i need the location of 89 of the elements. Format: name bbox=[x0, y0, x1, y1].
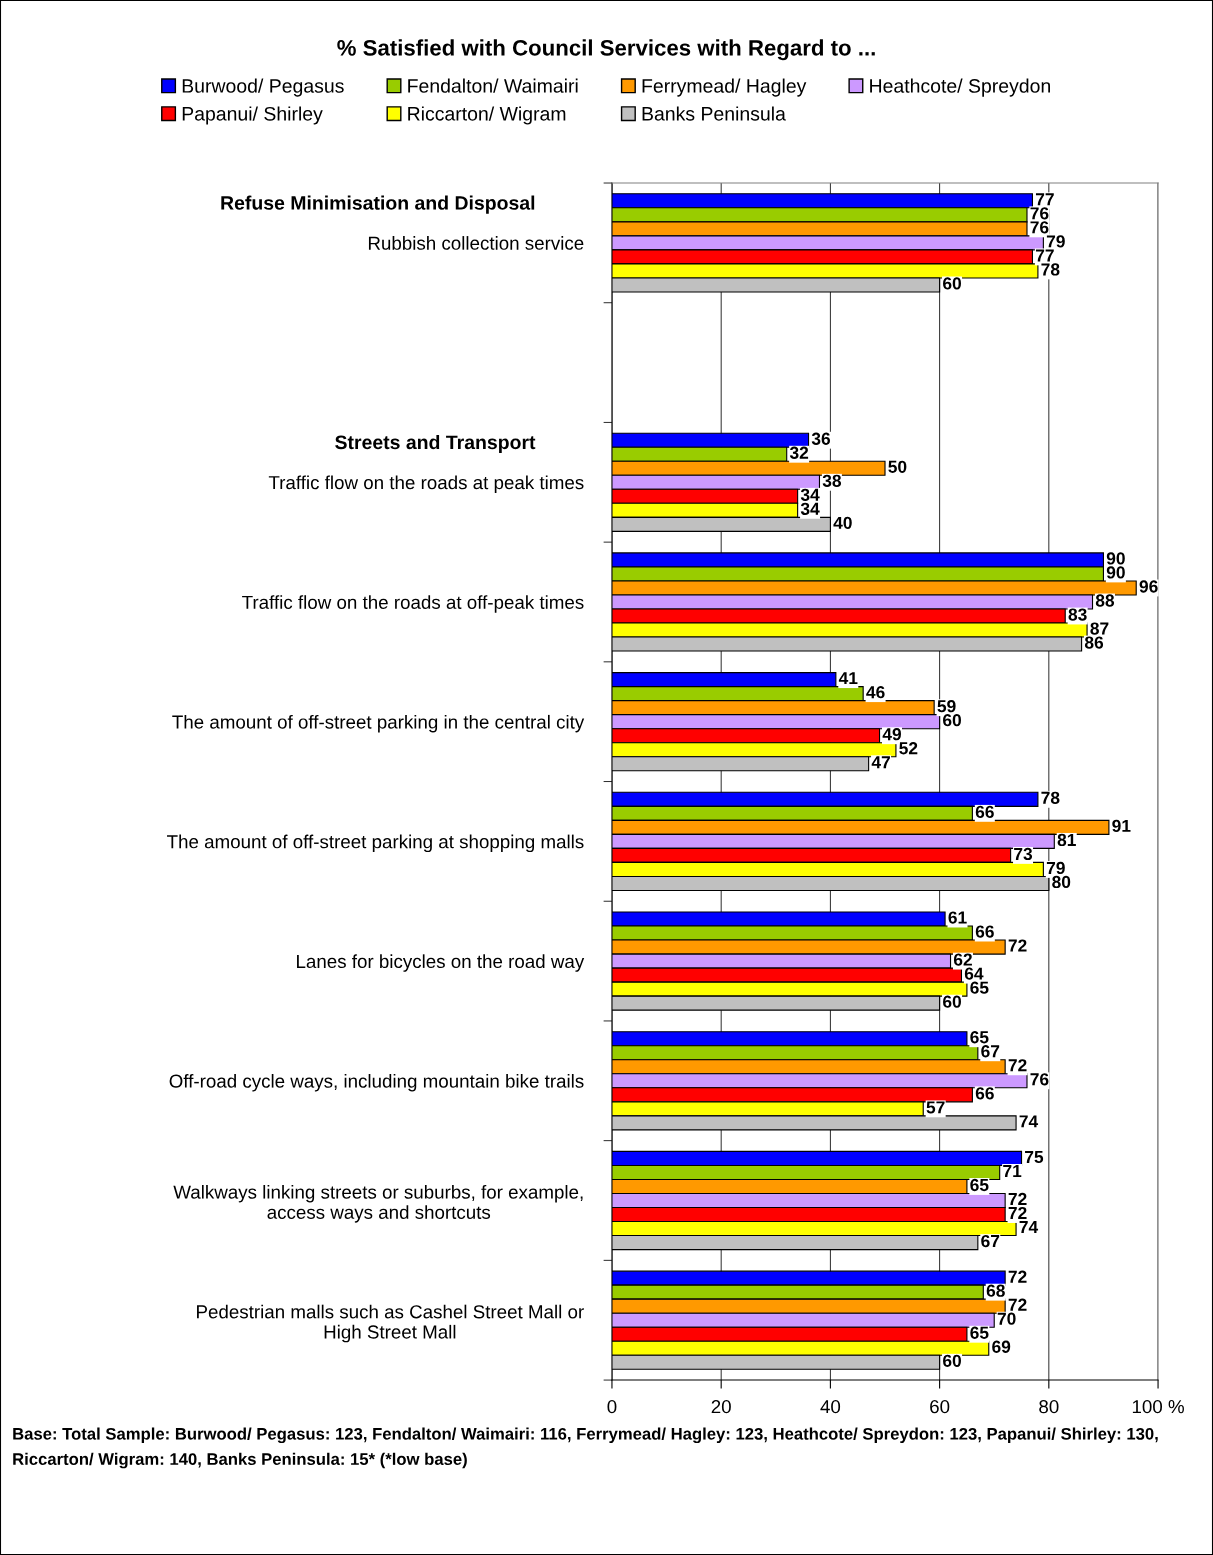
data-label: 76 bbox=[1030, 1073, 1049, 1086]
y-tick-label: The amount of off-street parking at shopping malls bbox=[167, 834, 584, 853]
data-label: 78 bbox=[1041, 263, 1060, 276]
data-label: 87 bbox=[1090, 622, 1109, 635]
data-label: 88 bbox=[1095, 594, 1115, 607]
data-label: 61 bbox=[948, 911, 967, 924]
data-label: 74 bbox=[1019, 1221, 1039, 1234]
data-label: 32 bbox=[789, 446, 809, 459]
chart-title: % Satisfied with Council Services with Regard to ... bbox=[337, 39, 875, 61]
data-label: 96 bbox=[1139, 580, 1158, 593]
x-tick-label: 40 bbox=[820, 1400, 841, 1414]
legend-label: Riccarton/ Wigram bbox=[408, 106, 566, 125]
data-label: 62 bbox=[953, 953, 972, 966]
data-label: 72 bbox=[1008, 1206, 1027, 1220]
data-label: 40 bbox=[833, 516, 852, 530]
data-label: 74 bbox=[1019, 1115, 1039, 1128]
data-label: 67 bbox=[981, 1045, 1000, 1058]
data-label: 75 bbox=[1025, 1150, 1044, 1164]
data-label: 72 bbox=[1008, 1059, 1027, 1072]
data-label: 38 bbox=[822, 474, 842, 487]
y-tick-label: Traffic flow on the roads at peak times bbox=[268, 475, 584, 493]
data-label: 73 bbox=[1014, 847, 1033, 861]
data-label: 80 bbox=[1052, 875, 1071, 889]
data-label: 77 bbox=[1035, 193, 1054, 206]
data-label: 79 bbox=[1046, 861, 1065, 875]
data-label: 60 bbox=[943, 714, 961, 727]
data-label: 66 bbox=[975, 1087, 994, 1100]
data-label: 60 bbox=[943, 277, 961, 290]
y-tick-label: Lanes for bicycles on the road way bbox=[297, 954, 585, 972]
legend-label: Heathcote/ Spreydon bbox=[870, 78, 1050, 97]
data-label: 91 bbox=[1112, 819, 1131, 833]
data-label: 72 bbox=[1008, 1192, 1027, 1205]
data-label: 65 bbox=[970, 1031, 989, 1044]
x-tick-label: 60 bbox=[930, 1400, 950, 1414]
data-label: 64 bbox=[964, 967, 984, 980]
data-label: 65 bbox=[970, 1326, 989, 1339]
data-label: 46 bbox=[866, 686, 885, 699]
text: Refuse Minimisation and Disposal bbox=[221, 195, 535, 214]
x-tick-label: 100 % bbox=[1132, 1400, 1184, 1414]
data-label: 49 bbox=[882, 728, 901, 741]
legend-label: Fendalton/ Waimairi bbox=[408, 78, 578, 93]
data-label: 57 bbox=[926, 1101, 945, 1114]
y-tick-label: Walkways linking streets or suburbs, for example, access ways and shortcuts bbox=[173, 1184, 583, 1223]
legend-label: Ferrymead/ Hagley bbox=[642, 78, 807, 97]
data-label: 68 bbox=[986, 1284, 1005, 1297]
data-label: 34 bbox=[800, 488, 820, 501]
data-label: 90 bbox=[1106, 552, 1125, 565]
text: Streets and Transport bbox=[335, 434, 536, 454]
data-label: 77 bbox=[1035, 249, 1054, 262]
data-label: 66 bbox=[975, 925, 994, 938]
data-label: 66 bbox=[975, 805, 994, 819]
data-label: 83 bbox=[1068, 608, 1087, 621]
legend-label: Banks Peninsula bbox=[642, 106, 786, 121]
data-label: 76 bbox=[1030, 207, 1049, 220]
data-label: 71 bbox=[1003, 1165, 1022, 1177]
data-label: 60 bbox=[943, 1354, 961, 1367]
data-label: 59 bbox=[937, 700, 956, 713]
y-tick-label: The amount of off-street parking in the central city bbox=[172, 714, 585, 733]
data-label: 72 bbox=[1008, 939, 1027, 952]
y-tick-label: Rubbish collection service bbox=[368, 236, 584, 250]
x-tick-label: 20 bbox=[711, 1400, 731, 1414]
data-label: 65 bbox=[970, 1178, 989, 1192]
legend-label: Burwood/ Pegasus bbox=[182, 78, 344, 97]
x-tick-label: 0 bbox=[607, 1400, 617, 1414]
data-label: 52 bbox=[899, 742, 918, 755]
y-tick-label: Off-road cycle ways, including mountain bike trails bbox=[169, 1074, 584, 1092]
y-tick-label: Traffic flow on the roads at off-peak times bbox=[242, 595, 584, 613]
text: Base: Total Sample: Burwood/ Pegasus: 123, Fendalton/ Waimairi: 116, Ferrymead/ Hagley: 123, Heathcote/ Spreydon: 123, Papanui/ Shirley: 130, Riccarton/ Wigram: 140, Banks Peninsula: 15* (*low base) bbox=[13, 1427, 1158, 1469]
data-label: 86 bbox=[1084, 636, 1104, 649]
data-label: 60 bbox=[943, 995, 961, 1008]
data-label: 78 bbox=[1041, 791, 1060, 804]
data-label: 90 bbox=[1106, 566, 1125, 579]
data-label: 81 bbox=[1057, 833, 1076, 847]
data-label: 72 bbox=[1008, 1270, 1027, 1283]
data-label: 76 bbox=[1030, 221, 1049, 234]
data-label: 65 bbox=[970, 981, 989, 994]
data-label: 36 bbox=[811, 432, 831, 445]
data-label: 79 bbox=[1046, 235, 1065, 248]
data-label: 70 bbox=[997, 1312, 1016, 1325]
data-label: 69 bbox=[992, 1340, 1011, 1353]
data-label: 50 bbox=[888, 460, 907, 473]
x-tick-label: 80 bbox=[1039, 1400, 1059, 1414]
legend-label: Papanui/ Shirley bbox=[182, 106, 323, 125]
data-label: 41 bbox=[838, 672, 858, 685]
data-label: 72 bbox=[1008, 1298, 1027, 1311]
data-label: 67 bbox=[981, 1234, 1000, 1248]
y-tick-label: Pedestrian malls such as Cashel Street Mall or High Street Mall bbox=[197, 1304, 584, 1343]
data-label: 34 bbox=[800, 502, 820, 516]
data-label: 47 bbox=[871, 756, 890, 769]
